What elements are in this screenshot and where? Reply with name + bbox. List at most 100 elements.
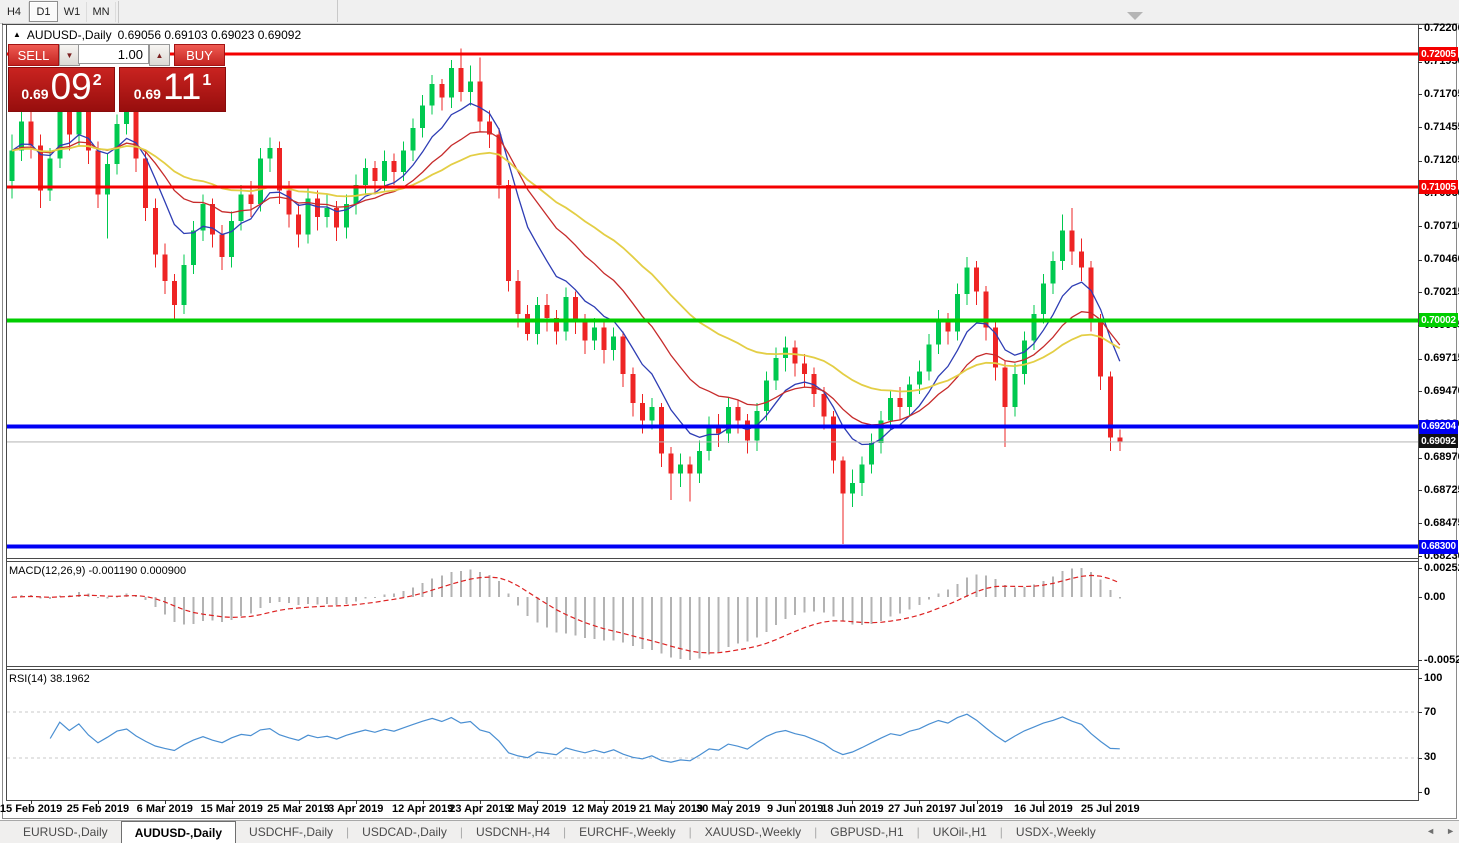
rsi-pane[interactable] [7, 670, 1418, 800]
axis-tick [298, 800, 300, 804]
pane-divider[interactable] [6, 666, 1419, 667]
tab-separator: | [999, 825, 1003, 839]
axis-tick [976, 800, 978, 804]
candlestick-chart[interactable] [7, 25, 1418, 558]
chart-border-inner-left [6, 24, 7, 801]
chart-tab-xauusd-weekly[interactable]: XAUUSD-,Weekly [704, 825, 802, 839]
timeframe-button-h4[interactable]: H4 [0, 1, 29, 22]
date-axis-label: 6 Mar 2019 [136, 803, 193, 815]
sell-price-point: 2 [92, 72, 102, 89]
chart-tab-ukoil-h1[interactable]: UKOil-,H1 [932, 825, 987, 839]
price-axis-label: 0.00 [1424, 590, 1446, 603]
axis-tick [795, 800, 797, 804]
chart-tab-eurusd-daily[interactable]: EURUSD-,Daily [23, 825, 108, 839]
chart-tab-usdcnh-h4[interactable]: USDCNH-,H4 [475, 825, 550, 839]
buy-button[interactable]: BUY [174, 44, 225, 66]
tab-separator: | [916, 825, 920, 839]
pane-divider[interactable] [6, 669, 1419, 670]
window-border-bottom [2, 818, 1457, 819]
axis-tick [164, 800, 166, 804]
axis-tick [1418, 523, 1422, 525]
tab-scroll-left-icon[interactable]: ◄ [1426, 826, 1436, 836]
sell-price-button[interactable]: 0.69 09 2 [8, 67, 115, 112]
tab-separator: | [459, 825, 463, 839]
axis-tick [1418, 28, 1422, 30]
axis-tick [31, 800, 33, 804]
toolbar-separator [118, 0, 119, 23]
chart-tab-bar: EURUSD-,Daily AUDUSD-,Daily USDCHF-,Daily |… [0, 820, 1459, 843]
price-axis-label: 0.71205 [1424, 154, 1459, 167]
macd-name: MACD(12,26,9) [9, 565, 86, 577]
price-level-badge: 0.71005 [1419, 180, 1458, 195]
timeframe-button-mn[interactable]: MN [87, 1, 116, 22]
timeframe-button-w1[interactable]: W1 [58, 1, 87, 22]
date-axis-label: 30 May 2019 [696, 803, 761, 815]
toolbar-separator [337, 0, 338, 22]
axis-tick [537, 800, 539, 804]
date-axis-label: 15 Mar 2019 [200, 803, 263, 815]
volume-input[interactable] [78, 44, 149, 64]
sell-button[interactable]: SELL [8, 44, 59, 66]
date-axis-label: 18 Jun 2019 [821, 803, 884, 815]
date-axis-label: 27 Jun 2019 [888, 803, 951, 815]
buy-button-label: BUY [186, 47, 213, 63]
axis-tick [97, 800, 99, 804]
rsi-indicator-label: RSI(14) 38.1962 [9, 673, 90, 685]
axis-tick [1418, 292, 1422, 294]
chart-shift-marker-icon[interactable] [1127, 12, 1143, 20]
buy-price-button[interactable]: 0.69 11 1 [119, 67, 226, 112]
volume-increase-button[interactable]: ▲ [149, 44, 170, 66]
price-axis-label: -0.00523 [1424, 653, 1459, 666]
axis-tick [604, 800, 606, 804]
sell-price-pips: 09 [50, 66, 92, 107]
pane-divider[interactable] [6, 561, 1419, 562]
chart-tab-gbpusd-h1[interactable]: GBPUSD-,H1 [830, 825, 904, 839]
buy-price-pips: 11 [162, 66, 202, 107]
price-axis-label: 30 [1424, 751, 1437, 764]
sell-price-base: 0.69 [21, 86, 49, 102]
date-axis-label: 25 Jul 2019 [1080, 803, 1140, 815]
buy-price-point: 1 [202, 72, 212, 89]
axis-tick [728, 800, 730, 804]
macd-pane[interactable] [7, 562, 1418, 666]
axis-tick [1418, 568, 1422, 569]
chevron-up-icon: ▲ [155, 50, 164, 60]
volume-decrease-button[interactable]: ▼ [59, 44, 80, 66]
date-axis-label: 15 Feb 2019 [0, 803, 63, 815]
chart-tab-audusd-daily[interactable]: AUDUSD-,Daily [120, 821, 237, 843]
chart-tab-eurchf-weekly[interactable]: EURCHF-,Weekly [579, 825, 676, 839]
axis-tick [1418, 259, 1422, 261]
price-level-badge: 0.68300 [1419, 539, 1458, 554]
axis-tick [1418, 457, 1422, 459]
pane-divider[interactable] [6, 558, 1419, 559]
chart-tab-usdcad-daily[interactable]: USDCAD-,Daily [362, 825, 447, 839]
timeframe-button-d1[interactable]: D1 [29, 1, 58, 22]
macd-values: -0.001190 0.000900 [88, 565, 187, 577]
window-border-left [2, 23, 3, 819]
rsi-name: RSI(14) [9, 673, 47, 685]
chart-tab-usdchf-daily[interactable]: USDCHF-,Daily [249, 825, 334, 839]
axis-tick [1418, 678, 1422, 679]
price-axis-label: 0.71455 [1424, 120, 1459, 133]
axis-tick [852, 800, 854, 804]
chart-tab-usdx-weekly[interactable]: USDX-,Weekly [1015, 825, 1096, 839]
date-axis-label: 7 Jul 2019 [950, 803, 1003, 815]
axis-tick [1043, 800, 1045, 804]
date-axis-label: 3 Apr 2019 [328, 803, 384, 815]
price-axis-label: 0.68475 [1424, 516, 1459, 529]
price-axis-label: 0.002522 [1424, 561, 1459, 574]
date-axis-label: 2 May 2019 [508, 803, 567, 815]
price-axis-label: 0.68725 [1424, 483, 1459, 496]
rsi-value: 38.1962 [49, 673, 90, 685]
axis-tick [1110, 800, 1112, 804]
tab-scroll-right-icon[interactable]: ► [1446, 826, 1455, 836]
chart-symbol-label: AUDUSD-,Daily [26, 28, 112, 42]
buy-price-base: 0.69 [133, 86, 161, 102]
axis-tick [1418, 358, 1422, 360]
date-axis-label: 25 Feb 2019 [66, 803, 130, 815]
